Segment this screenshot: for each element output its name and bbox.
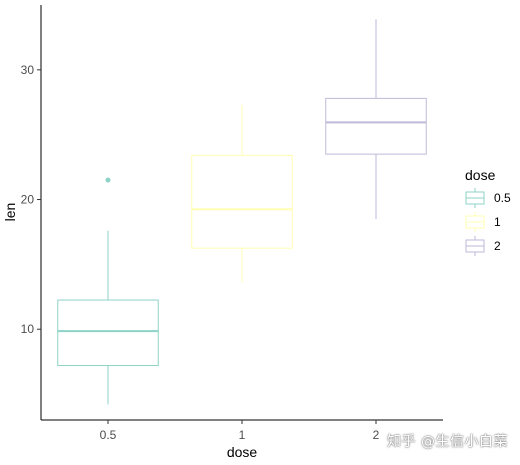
legend: dose 0.5 1 2 [465, 167, 511, 256]
watermark: 知乎 @生信小白菜 [387, 434, 508, 450]
plot-area [57, 19, 427, 405]
x-axis-title: dose [227, 444, 258, 460]
legend-item-1: 1 [465, 212, 501, 232]
box-2 [325, 19, 427, 219]
y-tick-label: 10 [21, 322, 35, 336]
x-tick-label: 2 [373, 428, 380, 442]
box-1 [191, 104, 293, 283]
x-tick-label: 0.5 [100, 428, 117, 442]
box-0.5 [57, 177, 159, 405]
iqr-box [325, 97, 427, 155]
y-ticks: 10 20 30 [21, 63, 41, 336]
legend-label: 1 [494, 215, 501, 229]
legend-item-0.5: 0.5 [465, 188, 511, 208]
iqr-box [191, 154, 293, 249]
x-tick-label: 1 [239, 428, 246, 442]
outlier-point [105, 177, 111, 183]
y-tick-label: 30 [21, 63, 35, 77]
legend-title: dose [465, 167, 496, 183]
legend-label: 0.5 [494, 191, 511, 205]
iqr-box [57, 299, 159, 367]
legend-item-2: 2 [465, 236, 501, 256]
x-ticks: 0.5 1 2 [100, 420, 380, 442]
y-axis-title: len [2, 203, 18, 222]
legend-label: 2 [494, 239, 501, 253]
y-tick-label: 20 [21, 193, 35, 207]
